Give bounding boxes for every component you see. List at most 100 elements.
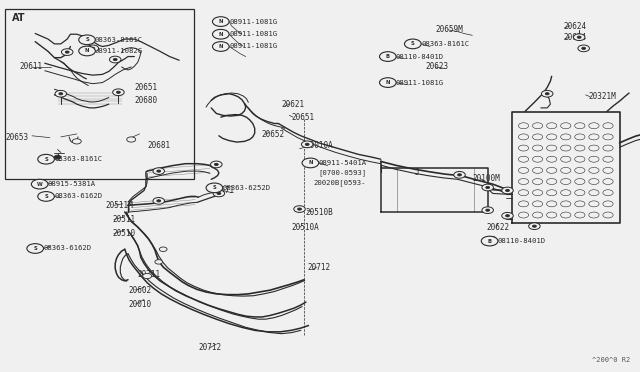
Text: 20623: 20623: [426, 62, 449, 71]
Text: 20621: 20621: [282, 100, 305, 109]
Text: 20681: 20681: [147, 141, 170, 150]
Text: 20651: 20651: [291, 113, 314, 122]
Text: B: B: [488, 238, 492, 244]
Text: 08363-6162D: 08363-6162D: [44, 246, 92, 251]
Circle shape: [545, 93, 549, 95]
Text: 20712: 20712: [307, 263, 330, 272]
Circle shape: [157, 170, 161, 172]
Text: 20624: 20624: [563, 33, 586, 42]
Circle shape: [380, 78, 396, 87]
Text: N: N: [218, 44, 223, 49]
Text: 20622: 20622: [486, 223, 509, 232]
Text: B: B: [386, 54, 390, 59]
Text: 08110-8401D: 08110-8401D: [396, 54, 444, 60]
Circle shape: [541, 90, 553, 97]
Text: J: J: [415, 169, 419, 177]
Circle shape: [157, 200, 161, 202]
Circle shape: [577, 36, 581, 38]
Circle shape: [159, 247, 167, 251]
Circle shape: [79, 35, 95, 45]
Circle shape: [506, 215, 509, 217]
Text: S: S: [44, 157, 48, 162]
Text: N: N: [308, 160, 313, 166]
Text: 20652: 20652: [261, 130, 284, 139]
Circle shape: [305, 143, 309, 145]
Text: 08363-8161C: 08363-8161C: [421, 41, 469, 47]
Text: 08915-5381A: 08915-5381A: [48, 181, 96, 187]
Circle shape: [79, 46, 95, 56]
Circle shape: [380, 52, 396, 61]
Text: S: S: [411, 41, 415, 46]
Circle shape: [486, 186, 490, 189]
Circle shape: [206, 183, 223, 193]
Text: 08911-1081G: 08911-1081G: [229, 44, 277, 49]
Text: 20510B: 20510B: [306, 208, 333, 217]
Circle shape: [502, 212, 513, 219]
Text: S: S: [85, 37, 89, 42]
Text: 20624: 20624: [563, 22, 586, 31]
Text: 08363-6162D: 08363-6162D: [54, 193, 102, 199]
Circle shape: [302, 158, 319, 168]
Circle shape: [38, 154, 54, 164]
Text: 20602: 20602: [128, 286, 151, 295]
Text: 20653: 20653: [5, 133, 28, 142]
Text: 20010A: 20010A: [306, 141, 333, 150]
Circle shape: [127, 137, 136, 142]
Circle shape: [482, 184, 493, 191]
Circle shape: [482, 207, 493, 214]
Text: 20510A: 20510A: [291, 223, 319, 232]
Circle shape: [506, 189, 509, 192]
Text: 08911-1081G: 08911-1081G: [229, 31, 277, 37]
Circle shape: [109, 56, 121, 63]
Text: 20680: 20680: [134, 96, 157, 105]
Text: 20010: 20010: [128, 300, 151, 309]
Circle shape: [578, 45, 589, 52]
Circle shape: [91, 47, 95, 49]
Bar: [5, 9, 194, 179]
Circle shape: [54, 155, 61, 159]
Text: N: N: [218, 19, 223, 24]
Text: 08363-8161C: 08363-8161C: [54, 156, 102, 162]
Text: S: S: [44, 194, 48, 199]
Circle shape: [294, 206, 305, 212]
Circle shape: [454, 171, 465, 178]
Text: [0700-0593]: [0700-0593]: [319, 170, 367, 176]
Circle shape: [301, 141, 313, 148]
Text: 08911-5401A: 08911-5401A: [319, 160, 367, 166]
Circle shape: [143, 273, 152, 279]
Text: AT: AT: [12, 13, 25, 23]
Circle shape: [116, 91, 120, 93]
Text: 08911-1081G: 08911-1081G: [229, 19, 277, 25]
Circle shape: [61, 49, 73, 55]
Circle shape: [31, 179, 48, 189]
Circle shape: [113, 58, 117, 61]
Text: 08911-1082G: 08911-1082G: [95, 48, 143, 54]
Circle shape: [153, 168, 164, 174]
Circle shape: [27, 244, 44, 253]
Circle shape: [214, 163, 218, 166]
Circle shape: [65, 51, 69, 53]
Circle shape: [298, 208, 301, 210]
Circle shape: [212, 42, 229, 51]
Text: N: N: [385, 80, 390, 85]
Text: 20511M: 20511M: [106, 201, 133, 210]
Circle shape: [481, 236, 498, 246]
Circle shape: [404, 39, 421, 49]
Circle shape: [212, 17, 229, 26]
Circle shape: [155, 260, 163, 264]
Circle shape: [486, 209, 490, 211]
Text: 08110-8401D: 08110-8401D: [498, 238, 546, 244]
Circle shape: [582, 47, 586, 49]
Text: S: S: [212, 185, 216, 190]
Circle shape: [38, 192, 54, 201]
Text: 20611: 20611: [19, 62, 42, 71]
Circle shape: [217, 192, 221, 195]
Circle shape: [212, 29, 229, 39]
Text: 20651: 20651: [134, 83, 157, 92]
Text: S: S: [33, 246, 37, 251]
Text: 20321M: 20321M: [589, 92, 616, 101]
Text: N: N: [218, 32, 223, 37]
Text: N: N: [84, 48, 90, 54]
Circle shape: [573, 34, 585, 41]
Text: 08363-8161C: 08363-8161C: [95, 37, 143, 43]
